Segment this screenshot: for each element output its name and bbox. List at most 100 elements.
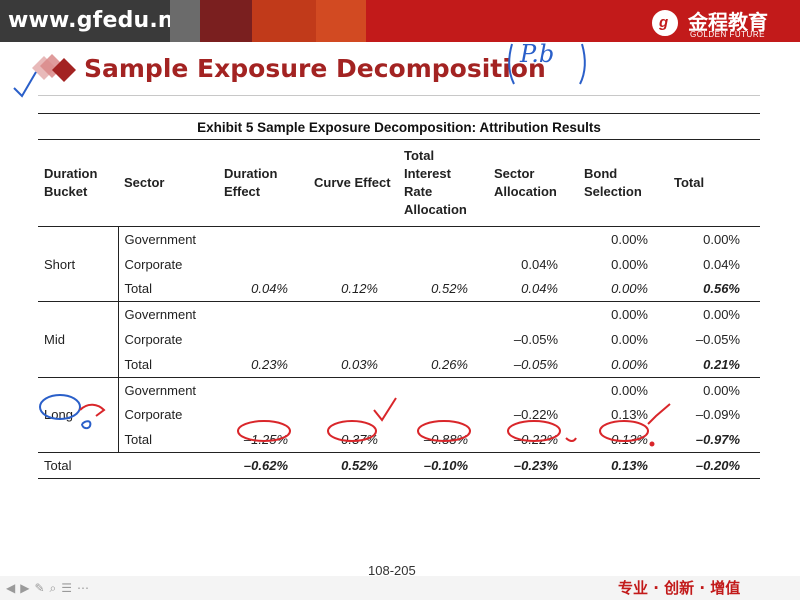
brand-logo: g 金程教育 GOLDEN FUTURE	[650, 8, 790, 40]
total-cell: –0.09%	[695, 407, 740, 423]
bond-selection-cell: 0.00%	[611, 332, 648, 348]
logo-chinese-name: 金程教育	[688, 10, 768, 34]
bottom-bar	[0, 576, 800, 600]
total-cell: 0.00%	[703, 231, 740, 247]
interest-rate-allocation-cell: –0.10%	[398, 452, 488, 479]
bond-selection-cell: 0.00%	[611, 231, 648, 247]
table-row: Government 0.00% 0.00%	[38, 301, 760, 328]
table-header-row: Duration Bucket Sector Duration Effect C…	[38, 140, 760, 227]
interest-rate-allocation-cell	[398, 377, 488, 402]
banner-stripe	[170, 0, 200, 42]
curve-effect-cell	[308, 252, 398, 277]
sector-allocation-cell	[488, 377, 578, 402]
column-header: Sector Allocation	[488, 140, 578, 227]
duration-effect-cell: 0.23%	[218, 351, 308, 378]
duration-effect-cell	[218, 227, 308, 252]
diamond-bullet-icon	[32, 54, 76, 82]
curve-effect-cell: 0.03%	[308, 351, 398, 378]
bond-selection-cell: 0.00%	[578, 276, 668, 303]
curve-effect-cell	[308, 403, 398, 428]
logo-english-name: GOLDEN FUTURE	[690, 30, 765, 39]
sector-allocation-cell: –0.22%	[513, 432, 558, 448]
table-row: Total –1.25% 0.37% –0.88% –0.22% 0.13% –…	[38, 427, 760, 453]
duration-bucket-cell	[38, 227, 118, 252]
column-header: Bond Selection	[578, 140, 668, 227]
next-icon[interactable]: ▶	[20, 581, 35, 595]
duration-effect-cell: 0.04%	[218, 276, 308, 303]
total-cell: –0.05%	[695, 332, 740, 348]
slideshow-controls[interactable]: ◀▶✎⌕☰⋯	[6, 581, 94, 596]
page-number: 108-205	[368, 563, 416, 578]
bond-selection-cell: 0.00%	[611, 382, 648, 398]
curve-effect-cell	[308, 377, 398, 402]
curve-effect-cell: 0.37%	[341, 432, 378, 448]
sector-allocation-cell: –0.22%	[513, 407, 558, 423]
interest-rate-allocation-cell	[398, 227, 488, 252]
table-row: Long Corporate –0.22% 0.13% –0.09%	[38, 402, 760, 428]
table-row: Total 0.04% 0.12% 0.52% 0.04% 0.00% 0.56…	[38, 276, 760, 303]
sector-cell: Total	[117, 427, 218, 453]
duration-effect-cell	[218, 302, 308, 327]
banner-stripe	[252, 0, 316, 42]
pen-icon[interactable]: ✎	[34, 581, 50, 595]
attribution-table: Duration Bucket Sector Duration Effect C…	[38, 140, 760, 479]
sector-allocation-cell	[488, 227, 578, 252]
duration-effect-cell	[218, 327, 308, 352]
prev-icon[interactable]: ◀	[6, 581, 21, 595]
duration-bucket-cell: Short	[44, 256, 76, 272]
brand-slogan: 专业 · 创新 · 增值	[618, 579, 741, 597]
total-cell: 0.00%	[703, 382, 740, 398]
interest-rate-allocation-cell	[398, 302, 488, 327]
menu-icon[interactable]: ☰	[61, 581, 78, 595]
duration-effect-cell: –0.62%	[218, 452, 308, 479]
table-row: Mid Corporate –0.05% 0.00% –0.05%	[38, 327, 760, 352]
column-header: Duration Bucket	[38, 140, 118, 227]
grand-total-label: Total	[38, 452, 118, 479]
sector-allocation-cell: –0.23%	[488, 452, 578, 479]
total-cell: –0.97%	[695, 432, 740, 448]
duration-bucket-cell	[38, 351, 118, 378]
sector-cell: Total	[117, 351, 218, 378]
bond-selection-cell: 0.13%	[578, 452, 668, 479]
table-row: Total 0.23% 0.03% 0.26% –0.05% 0.00% 0.2…	[38, 351, 760, 378]
interest-rate-allocation-cell: 0.52%	[398, 276, 488, 303]
duration-bucket-cell: Long	[44, 407, 73, 423]
total-cell: 0.56%	[668, 276, 760, 303]
sector-cell: Corporate	[117, 327, 218, 352]
grand-total-row: Total –0.62% 0.52% –0.10% –0.23% 0.13% –…	[38, 452, 760, 479]
search-icon[interactable]: ⌕	[49, 581, 62, 595]
column-header: Sector	[118, 140, 218, 227]
interest-rate-allocation-cell	[398, 252, 488, 277]
sector-allocation-cell: 0.04%	[488, 276, 578, 303]
interest-rate-allocation-cell: –0.88%	[423, 432, 468, 448]
sector-allocation-cell: 0.04%	[521, 256, 558, 272]
curve-effect-cell: 0.52%	[308, 452, 398, 479]
handwritten-note: P.b	[520, 40, 555, 68]
duration-bucket-cell	[38, 302, 118, 327]
bond-selection-cell: 0.00%	[611, 307, 648, 323]
sector-cell: Government	[117, 301, 218, 328]
logo-mark-icon: g	[650, 8, 680, 38]
more-icon[interactable]: ⋯	[77, 581, 95, 595]
duration-bucket-cell	[38, 276, 118, 303]
slide-title: Sample Exposure Decomposition	[84, 54, 546, 83]
total-cell: 0.21%	[668, 351, 760, 378]
banner-stripe	[200, 0, 252, 42]
sector-cell	[118, 452, 218, 479]
table-row: Short Corporate 0.04% 0.00% 0.04%	[38, 251, 760, 277]
sector-allocation-cell: –0.05%	[513, 332, 558, 348]
banner-stripe	[366, 0, 800, 42]
table-caption: Exhibit 5 Sample Exposure Decomposition:…	[38, 113, 760, 140]
curve-effect-cell	[308, 227, 398, 252]
total-cell: –0.20%	[668, 452, 760, 479]
duration-effect-cell	[218, 252, 308, 277]
site-url: www.gfedu.net	[8, 8, 200, 33]
sector-cell: Total	[117, 276, 218, 303]
interest-rate-allocation-cell: 0.26%	[398, 351, 488, 378]
sector-cell: Government	[117, 377, 218, 403]
top-banner: www.gfedu.net g 金程教育 GOLDEN FUTURE	[0, 0, 800, 42]
curve-effect-cell: 0.12%	[308, 276, 398, 303]
duration-bucket-cell: Mid	[44, 332, 65, 348]
banner-stripe	[316, 0, 366, 42]
column-header: Duration Effect	[218, 140, 308, 227]
